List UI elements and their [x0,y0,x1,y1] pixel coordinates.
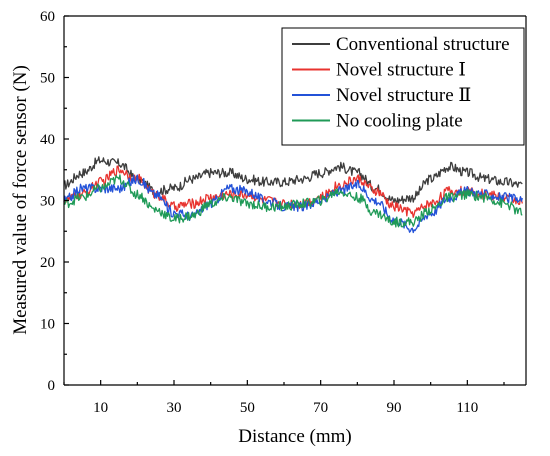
x-axis-label: Distance (mm) [238,426,351,447]
legend-box [281,27,525,146]
y-axis-label: Measured value of force sensor (N) [10,65,31,335]
series-line-4 [63,174,523,228]
y-tick-label: 20 [40,255,55,271]
legend-label-1: Conventional structure [336,34,510,55]
plot-area: 10 30 50 70 90 110 0 10 20 30 40 50 60 [40,9,527,416]
x-tick-label: 50 [240,400,255,416]
series-line-3 [63,174,523,234]
y-tick-label: 10 [40,317,55,333]
series-line-1 [63,156,523,204]
y-tick-label: 30 [40,194,55,210]
legend-label-4: No cooling plate [336,111,463,132]
x-tick-label: 10 [93,400,108,416]
y-tick-label: 0 [48,378,56,394]
x-tick-label: 110 [456,400,478,416]
y-tick-label: 60 [40,9,55,25]
x-tick-label: 30 [167,400,182,416]
x-tick-label: 90 [387,400,402,416]
series-group [63,156,523,234]
legend-label-2: Novel structure Ⅰ [336,60,466,81]
y-tick-label: 50 [40,71,55,87]
legend-label-3: Novel structure Ⅱ [336,85,471,106]
x-tick-label: 70 [313,400,328,416]
y-tick-label: 40 [40,132,55,148]
y-ticks: 0 10 20 30 40 50 60 [40,9,69,394]
legend: Conventional structure Novel structure Ⅰ N… [281,27,525,146]
x-ticks: 10 30 50 70 90 110 [63,380,505,416]
